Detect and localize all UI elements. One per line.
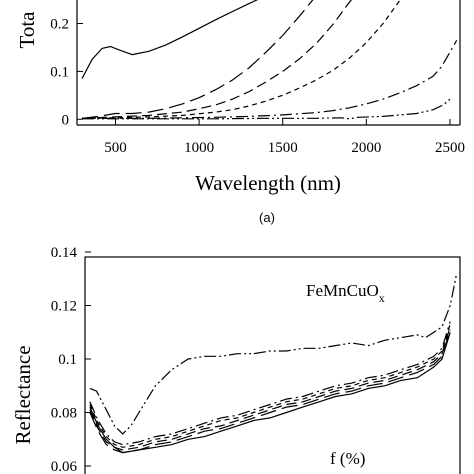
panel-b-series-3-line bbox=[89, 329, 451, 454]
panel-a-y-tick-label: 0.1 bbox=[50, 64, 69, 80]
panel-a-y-axis-title: Tota bbox=[15, 11, 39, 49]
panel-a-y-tick-label: 0 bbox=[62, 112, 70, 128]
panel-b-y-tick-label: 0.12 bbox=[51, 299, 77, 315]
panel-b-series-5-line bbox=[89, 324, 451, 448]
panel-a-y-tick-label: 0.2 bbox=[50, 17, 69, 33]
panel-b-series-4-line bbox=[89, 326, 451, 451]
panel-b-material-formula: FeMnCuO bbox=[306, 281, 379, 300]
panel-a-x-tick-label: 2500 bbox=[435, 140, 465, 156]
panel-a-series-1-line bbox=[81, 0, 259, 79]
panel-b-y-tick-label: 0.08 bbox=[51, 406, 77, 422]
panel-b-legend-title: f (%) bbox=[330, 449, 365, 468]
panel-a-x-axis-title: Wavelength (nm) bbox=[195, 171, 341, 195]
panel-a-x-tick-label: 1500 bbox=[268, 140, 298, 156]
panel-b-y-tick-label: 0.14 bbox=[51, 245, 78, 261]
panel-b: 0.06 0.08 0.1 0.12 0.14 Reflectance FeMnCuOx… bbox=[11, 245, 461, 474]
panel-a-x-tick-label: 2000 bbox=[351, 140, 381, 156]
panel-b-series-1-line bbox=[89, 273, 458, 435]
panel-a-x-tick-label: 1000 bbox=[184, 140, 214, 156]
panel-a-x-ticks: 500 1000 1500 2000 2500 bbox=[104, 119, 465, 156]
panel-a-series-3-line bbox=[81, 0, 352, 119]
panel-b-series-2-line bbox=[89, 332, 451, 454]
panel-a-series-6-line bbox=[82, 98, 451, 120]
panel-b-material-label: FeMnCuOx bbox=[306, 281, 385, 305]
panel-b-material-subscript: x bbox=[379, 291, 385, 305]
panel-b-series bbox=[89, 273, 458, 454]
panel-a-y-ticks: 0 0.1 0.2 bbox=[50, 17, 83, 128]
panel-b-y-axis-title: Reflectance bbox=[11, 345, 35, 444]
panel-a-x-tick-label: 500 bbox=[104, 140, 127, 156]
panel-a-series-2-line bbox=[81, 0, 314, 119]
panel-a: 500 1000 1500 2000 2500 0 0.1 0.2 Tota Wavelen… bbox=[15, 0, 465, 225]
panel-a-series-5-line bbox=[82, 40, 458, 119]
panel-b-y-tick-label: 0.1 bbox=[58, 352, 77, 368]
panel-b-y-tick-label: 0.06 bbox=[51, 459, 78, 474]
panel-b-series-6-line bbox=[89, 321, 451, 446]
panel-b-y-ticks: 0.06 0.08 0.1 0.12 0.14 bbox=[51, 245, 91, 474]
panel-b-frame bbox=[84, 256, 461, 474]
panel-a-label: (a) bbox=[259, 210, 275, 225]
panel-a-series bbox=[81, 0, 458, 120]
panel-a-series-4-line bbox=[81, 0, 402, 119]
